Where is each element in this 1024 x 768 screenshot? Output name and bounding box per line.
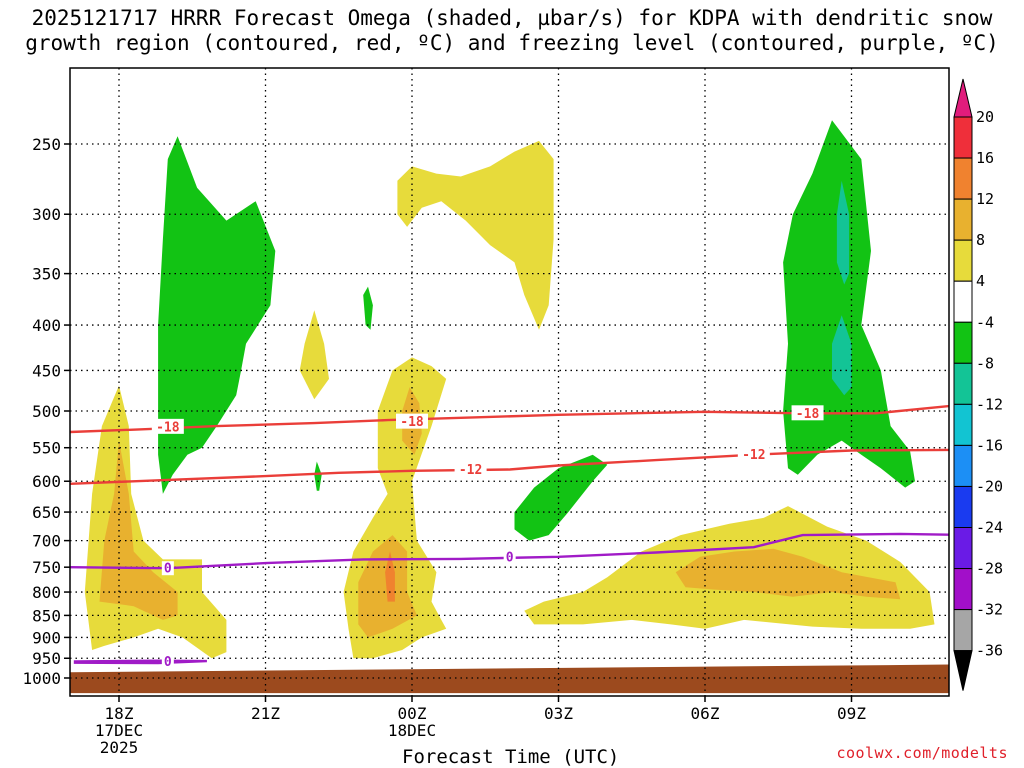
colorbar-label-6: -8 <box>976 354 994 372</box>
colorbar-top-arrow <box>953 78 973 118</box>
colorbar-label-11: -28 <box>976 560 1003 578</box>
colorbar-label-9: -20 <box>976 477 1003 495</box>
colorbar-label-13: -36 <box>976 642 1003 660</box>
x-tick-date-18Z: 17DEC <box>95 721 143 740</box>
omega-region-upper-01z <box>397 140 554 330</box>
freezing-label-bg <box>161 561 174 576</box>
x-tick-label-03Z: 03Z <box>544 704 573 723</box>
colorbar-label-7: -12 <box>976 395 1003 413</box>
credit-link[interactable]: coolwx.com/modelts <box>836 744 1008 762</box>
y-tick-label-900: 900 <box>32 628 61 647</box>
y-tick-label-450: 450 <box>32 361 61 380</box>
dgz-contour-label: -12 <box>742 448 765 463</box>
omega-sink-09z-core <box>836 180 850 285</box>
freezing-contour-0 <box>70 532 949 570</box>
dgz-contour-label: -18 <box>156 420 180 435</box>
plot-frame <box>69 67 950 697</box>
freezing-label-bg <box>503 549 516 564</box>
y-tick-label-550: 550 <box>32 439 61 458</box>
colorbar-box-3 <box>953 239 973 282</box>
omega-region-06z-core <box>675 548 901 600</box>
dgz-contour-label: -12 <box>459 463 482 478</box>
colorbar-bottom-arrow <box>953 650 973 691</box>
dgz-label-bg <box>454 461 487 477</box>
dgz-contour-label: -18 <box>796 407 820 422</box>
freezing-contour-1 <box>73 659 207 665</box>
y-tick-label-300: 300 <box>32 205 61 224</box>
colorbar-box-6 <box>953 362 973 405</box>
omega-sink-09z <box>783 120 915 488</box>
y-tick-label-700: 700 <box>32 532 61 551</box>
colorbar-label-4: 4 <box>976 272 985 290</box>
dgz-label-bg <box>151 418 184 434</box>
chart-title: 2025121717 HRRR Forecast Omega (shaded, … <box>0 6 1024 56</box>
y-tick-label-400: 400 <box>32 316 61 335</box>
freezing-contour-label: 0 <box>506 550 514 565</box>
y-tick-label-600: 600 <box>32 472 61 491</box>
colorbar-box-7 <box>953 403 973 446</box>
freezing-contour-label: 0 <box>164 562 172 577</box>
y-tick-label-650: 650 <box>32 503 61 522</box>
x-tick-label-06Z: 06Z <box>691 704 720 723</box>
dgz-contour-0 <box>70 404 949 434</box>
colorbar-label-12: -32 <box>976 601 1003 619</box>
omega-sink-blob-22z <box>363 286 373 330</box>
omega-sink-09z-core2 <box>832 315 852 396</box>
x-tick-label-21Z: 21Z <box>251 704 280 723</box>
x-tick-year-18Z: 2025 <box>100 738 139 757</box>
colorbar-box-4 <box>953 280 973 323</box>
omega-sink-blob-21z <box>314 461 322 491</box>
omega-sink-03z <box>514 454 608 541</box>
colorbar-label-3: 8 <box>976 231 985 249</box>
colorbar-box-1 <box>953 157 973 200</box>
colorbar-box-8 <box>953 444 973 487</box>
dgz-label-bg <box>791 405 824 421</box>
x-tick-label-09Z: 09Z <box>837 704 866 723</box>
omega-region-23z-max <box>385 551 395 602</box>
freezing-contour-label: 0 <box>164 655 172 670</box>
y-tick-label-850: 850 <box>32 606 61 625</box>
colorbar-box-12 <box>953 609 973 652</box>
colorbar-label-8: -16 <box>976 436 1003 454</box>
colorbar-box-0 <box>953 116 973 159</box>
colorbar-label-10: -24 <box>976 519 1003 537</box>
terrain-fill <box>70 664 949 694</box>
colorbar: 20 16 12 8 4 -4 -8 -12 -16 -20 -24 -28 -32 -36 <box>953 78 1003 691</box>
y-tick-label-250: 250 <box>32 135 61 154</box>
x-tick-date-00Z: 18DEC <box>388 721 436 740</box>
y-tick-label-350: 350 <box>32 265 61 284</box>
omega-shading-layer <box>84 120 935 659</box>
omega-blob-21z <box>299 310 329 400</box>
omega-sink-19z <box>158 136 276 494</box>
colorbar-box-10 <box>953 527 973 570</box>
y-tick-label-800: 800 <box>32 583 61 602</box>
colorbar-label-1: 16 <box>976 149 994 167</box>
y-tick-label-1000: 1000 <box>22 669 61 688</box>
x-tick-label-18Z: 18Z <box>105 704 134 723</box>
colorbar-box-11 <box>953 568 973 611</box>
terrain-layer <box>70 664 949 694</box>
axis-layer: 250 300 350 400 450 500 550 600 650 700 750 800 850 9… <box>22 135 866 757</box>
y-tick-label-950: 950 <box>32 649 61 668</box>
dgz-contour-1 <box>70 448 949 485</box>
colorbar-label-2: 12 <box>976 190 994 208</box>
dgz-label-bg <box>396 413 428 429</box>
contour-layer: -18 -18 -18 -12 -12 0 0 0 <box>70 404 949 670</box>
dgz-label-bg <box>737 446 770 462</box>
y-tick-label-750: 750 <box>32 558 61 577</box>
y-tick-label-500: 500 <box>32 402 61 421</box>
colorbar-box-2 <box>953 198 973 241</box>
x-tick-label-00Z: 00Z <box>398 704 427 723</box>
chart-title-line2: growth region (contoured, red, ºC) and f… <box>25 31 999 55</box>
colorbar-box-9 <box>953 485 973 529</box>
dgz-contour-label: -18 <box>400 415 424 430</box>
colorbar-label-5: -4 <box>976 313 994 331</box>
freezing-label-bg <box>161 654 174 669</box>
chart-title-line1: 2025121717 HRRR Forecast Omega (shaded, … <box>31 6 993 30</box>
colorbar-label-0: 20 <box>976 108 994 126</box>
colorbar-box-5 <box>953 321 973 364</box>
x-axis-title: Forecast Time (UTC) <box>402 746 620 768</box>
